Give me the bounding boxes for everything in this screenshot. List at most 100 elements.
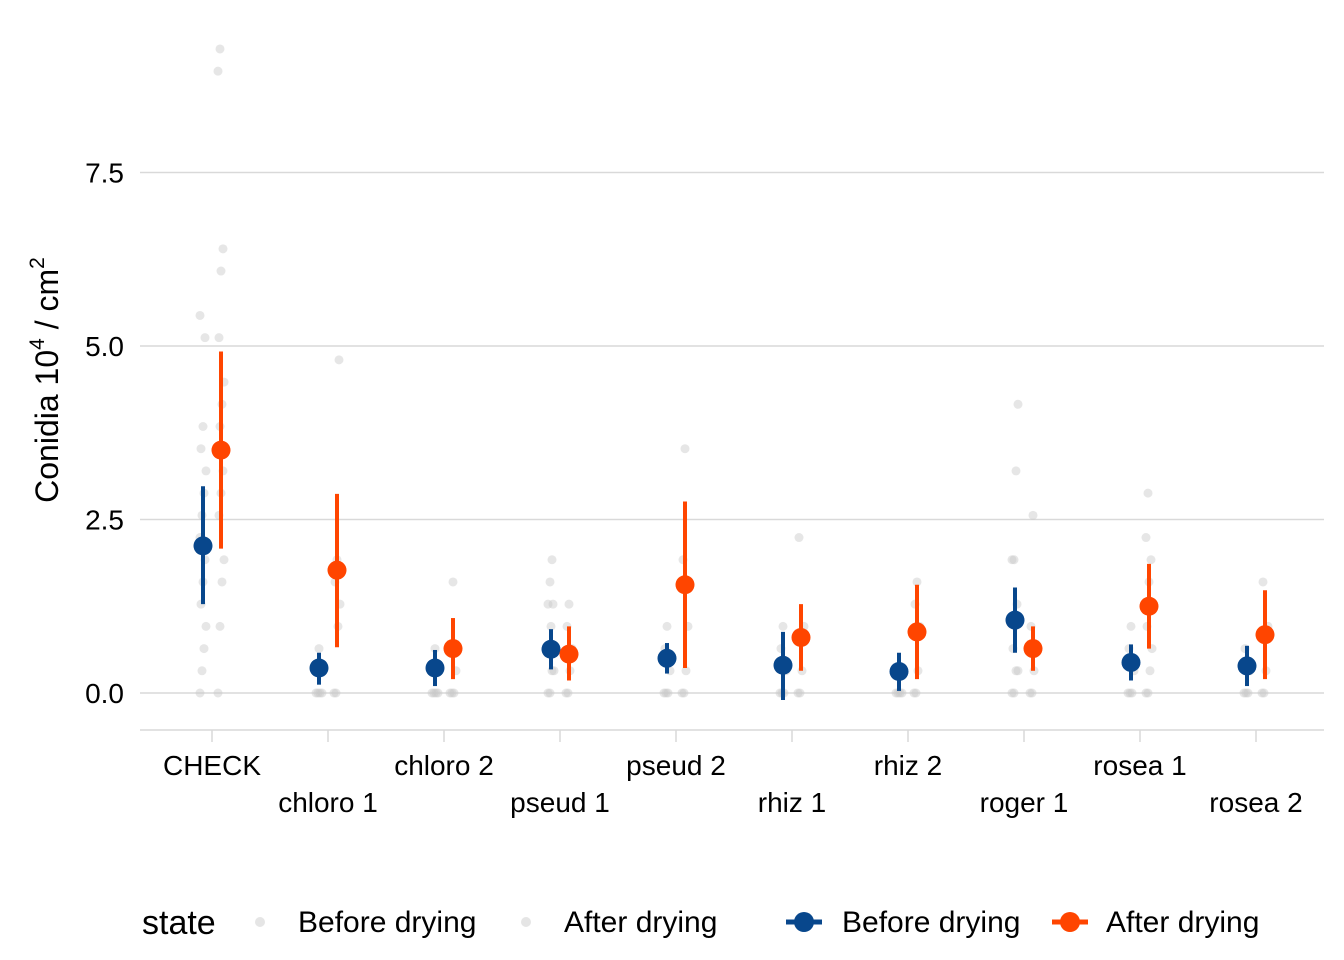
legend-key-mean-before-dot	[794, 912, 814, 932]
summary-layer	[193, 351, 1275, 700]
mean-point-before	[425, 658, 445, 678]
raw-point	[334, 355, 344, 365]
x-tick-label: pseud 1	[510, 787, 610, 818]
mean-point-after	[675, 575, 695, 595]
raw-point	[201, 466, 211, 476]
raw-point	[196, 444, 206, 454]
raw-point	[679, 688, 689, 698]
legend-label-mean-before: Before drying	[842, 906, 1020, 939]
raw-point	[912, 577, 922, 587]
raw-point	[197, 666, 207, 676]
axis-layer: 0.0 2.5 5.0 7.5 CHECK chloro 1 chloro 2 pseud 1…	[85, 158, 1324, 818]
raw-point	[1009, 688, 1019, 698]
mean-point-after	[327, 560, 347, 580]
mean-point-after	[443, 639, 463, 659]
raw-point	[1027, 688, 1037, 698]
raw-point	[431, 688, 441, 698]
raw-point	[311, 688, 321, 698]
mean-point-after	[791, 627, 811, 647]
raw-point	[543, 599, 553, 609]
raw-point	[545, 688, 555, 698]
y-axis-title-exp1: 4	[26, 338, 49, 350]
raw-point	[793, 688, 803, 698]
raw-point	[1141, 533, 1151, 543]
raw-point	[1257, 688, 1267, 698]
raw-point	[1239, 688, 1249, 698]
raw-point	[795, 688, 805, 698]
raw-point	[331, 688, 341, 698]
raw-point	[314, 644, 324, 654]
raw-points-layer	[195, 44, 1273, 698]
raw-point	[911, 688, 921, 698]
raw-point	[447, 688, 457, 698]
raw-point	[195, 310, 205, 320]
x-tick-label: CHECK	[163, 750, 261, 781]
raw-point	[1143, 688, 1153, 698]
raw-point	[548, 599, 558, 609]
raw-point	[563, 688, 573, 698]
x-tick-label: chloro 2	[394, 750, 494, 781]
raw-point	[564, 599, 574, 609]
mean-point-before	[193, 536, 213, 556]
raw-point	[1123, 688, 1133, 698]
legend-label-raw-before: Before drying	[298, 906, 476, 939]
raw-point	[546, 621, 556, 631]
raw-point	[218, 244, 228, 254]
raw-point	[216, 266, 226, 276]
legend-key-mean-after-dot	[1060, 912, 1080, 932]
raw-point	[445, 688, 455, 698]
mean-point-after	[1139, 596, 1159, 616]
raw-point	[313, 688, 323, 698]
raw-point	[449, 688, 459, 698]
raw-point	[659, 688, 669, 698]
y-tick-label: 7.5	[85, 158, 124, 189]
raw-point	[1125, 688, 1135, 698]
raw-point	[1009, 555, 1019, 565]
raw-point	[201, 621, 211, 631]
raw-point	[315, 688, 325, 698]
raw-point	[662, 621, 672, 631]
raw-point	[1259, 688, 1269, 698]
legend-key-raw-after	[521, 917, 531, 927]
mean-point-before	[657, 648, 677, 668]
raw-point	[200, 333, 210, 343]
mean-point-before	[889, 661, 909, 681]
y-tick-label: 5.0	[85, 331, 124, 362]
raw-point	[677, 688, 687, 698]
raw-point	[430, 644, 440, 654]
y-tick-label: 0.0	[85, 678, 124, 709]
x-tick-label: roger 1	[980, 787, 1069, 818]
x-tick-label: rhiz 2	[874, 750, 942, 781]
raw-point	[543, 688, 553, 698]
raw-point	[199, 644, 209, 654]
raw-point	[1146, 555, 1156, 565]
legend-label-mean-after: After drying	[1106, 906, 1259, 939]
raw-point	[1258, 577, 1268, 587]
mean-point-after	[907, 622, 927, 642]
mean-point-before	[773, 655, 793, 675]
raw-point	[681, 666, 691, 676]
legend-title: state	[142, 904, 216, 942]
raw-point	[213, 66, 223, 76]
raw-point	[1141, 688, 1151, 698]
raw-point	[329, 688, 339, 698]
mean-point-after	[1023, 639, 1043, 659]
mean-point-before	[541, 639, 561, 659]
mean-point-before	[1005, 610, 1025, 630]
raw-point	[427, 688, 437, 698]
raw-point	[1007, 688, 1017, 698]
mean-point-after	[211, 440, 231, 460]
raw-point	[547, 555, 557, 565]
y-tick-label: 2.5	[85, 505, 124, 536]
x-tick-label: rosea 1	[1093, 750, 1186, 781]
raw-point	[1243, 688, 1253, 698]
y-axis-title: Conidia 104 / cm2	[26, 257, 65, 503]
y-axis-title-mid: / cm	[29, 269, 65, 338]
raw-point	[213, 688, 223, 698]
raw-point	[195, 688, 205, 698]
raw-point	[215, 44, 225, 54]
raw-point	[215, 621, 225, 631]
mean-point-before	[309, 658, 329, 678]
raw-point	[1013, 666, 1023, 676]
